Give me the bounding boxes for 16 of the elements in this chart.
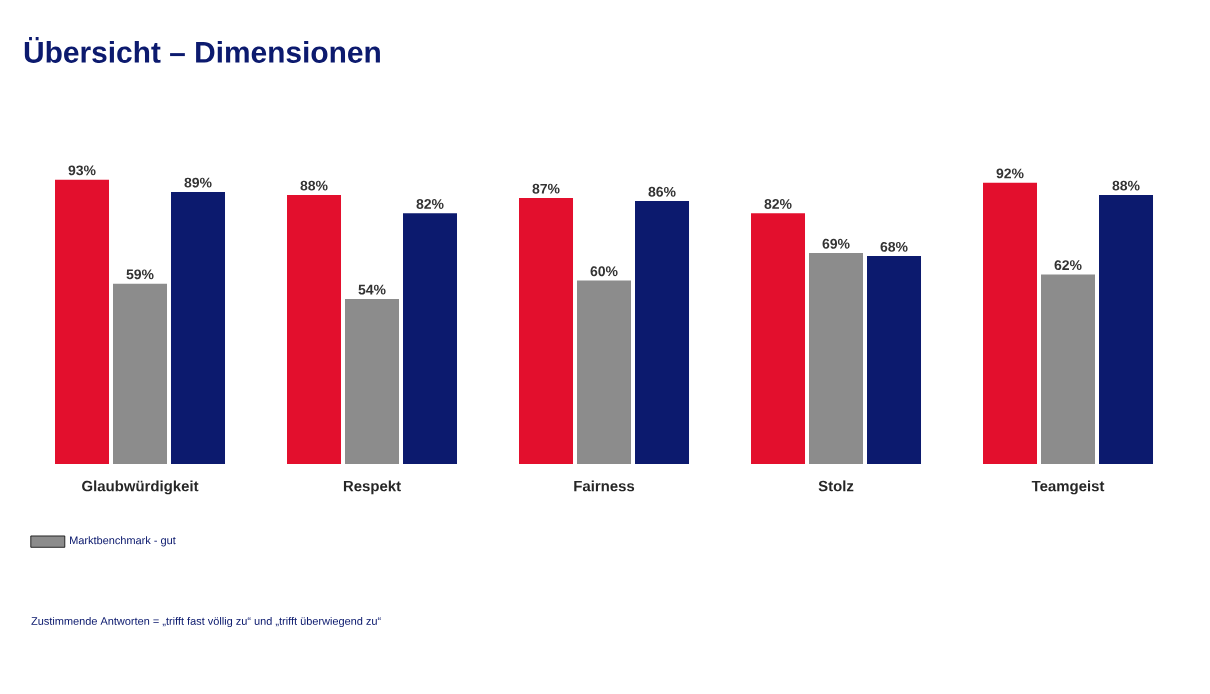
bar: [345, 298, 400, 464]
bar: [577, 280, 632, 464]
bar: [1041, 274, 1096, 464]
bar: [867, 256, 922, 464]
bar: [287, 194, 342, 464]
bar: [55, 179, 110, 464]
bar: [519, 198, 574, 464]
bar: [809, 253, 864, 464]
bar: [113, 283, 168, 464]
bar: [983, 182, 1038, 464]
chart-title: Übersicht – Dimensionen: [24, 37, 380, 63]
bar: [1099, 194, 1154, 464]
bar: [171, 191, 226, 464]
bar: [635, 201, 690, 464]
bar: [751, 213, 806, 464]
bar: [403, 213, 458, 464]
